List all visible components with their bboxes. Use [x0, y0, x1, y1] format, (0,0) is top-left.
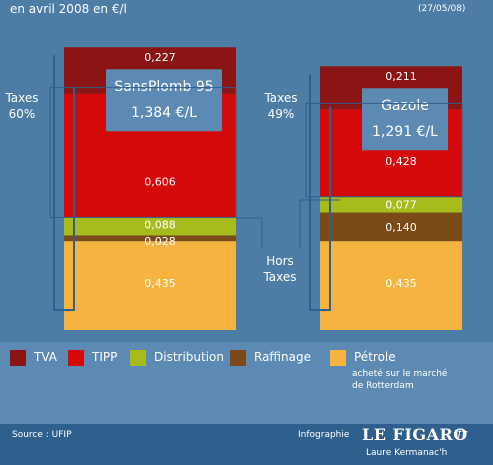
taxes-bracket-gazole — [305, 102, 463, 198]
pump-shoulder-sansplomb-95 — [236, 65, 248, 298]
legend-swatch-raffinage — [230, 350, 246, 366]
price-plate-gazole — [362, 88, 448, 151]
footer: Source : UFIP Infographie LE FIGARO ·fr … — [0, 424, 493, 465]
header-date: (27/05/08) — [418, 4, 466, 14]
legend-tipp: TIPP — [68, 350, 117, 366]
legend-swatch-petrole — [330, 350, 346, 366]
taxes-label-gazole: Taxes — [263, 91, 297, 105]
taxes-pct-gazole: 49% — [268, 107, 295, 121]
legend-petrole: Pétrole — [330, 350, 396, 366]
legend-label-distribution: Distribution — [154, 350, 225, 364]
legend: TVA TIPP Distribution Raffinage Pétrole … — [0, 342, 493, 424]
figaro-logo: LE FIGARO — [362, 425, 468, 444]
legend-label-tva: TVA — [34, 350, 57, 364]
legend-distribution: Distribution — [130, 350, 224, 366]
infographie-text: Infographie — [298, 430, 350, 440]
legend-label-tipp: TIPP — [92, 350, 118, 364]
data-label-gazole-tipp: 0,428 — [385, 155, 417, 168]
legend-note-line-2: de Rotterdam — [352, 381, 414, 391]
legend-note-line-1: acheté sur le marché — [352, 369, 448, 379]
data-label-sansplomb-95-distribution: 0,088 — [144, 218, 176, 231]
data-label-sansplomb-95-tva: 0,227 — [144, 51, 176, 64]
pump-hose-sansplomb-95 — [53, 55, 75, 311]
legend-petrole-note: acheté sur le marché de Rotterdam — [352, 368, 447, 392]
hors-taxes-connector-right — [299, 199, 340, 248]
taxes-pct-sp95: 60% — [9, 107, 36, 121]
figaro-logo-suffix-text: fr — [457, 427, 467, 440]
pump-shoulder-gazole — [462, 84, 474, 298]
total-price-sansplomb-95: 1,384 €/L — [131, 105, 197, 121]
bar-segment-sansplomb-95-raffinage — [84, 235, 236, 242]
hors-taxes-label-line-2: Taxes — [262, 270, 296, 284]
price-plate-sansplomb-95 — [106, 69, 222, 132]
bar-segment-sansplomb-95-petrole — [84, 241, 236, 330]
data-label-gazole-tva: 0,211 — [385, 70, 417, 83]
data-label-gazole-distribution: 0,077 — [385, 199, 417, 212]
bar-segment-gazole-petrole — [340, 241, 462, 330]
bar-flank-gazole-tva — [320, 66, 340, 110]
data-label-gazole-petrole: 0,435 — [385, 277, 417, 290]
data-label-sansplomb-95-raffinage: 0,028 — [144, 235, 176, 248]
legend-tva: TVA — [10, 350, 57, 366]
source-text: Source : UFIP — [12, 430, 72, 440]
figaro-logo-suffix: ·fr — [454, 427, 467, 440]
taxes-label-sp95: Taxes — [4, 91, 38, 105]
legend-swatch-tipp — [68, 350, 84, 366]
legend-label-petrole: Pétrole — [354, 350, 396, 364]
bar-flank-sansplomb-95-tva — [64, 47, 84, 94]
author-text: Laure Kermanac'h — [366, 448, 448, 458]
hors-taxes-label-line-1: Hors — [266, 254, 294, 268]
legend-swatch-distribution — [130, 350, 146, 366]
pump-hose-gazole — [309, 74, 331, 311]
bar-segment-gazole-raffinage — [340, 212, 462, 242]
data-label-sansplomb-95-petrole: 0,435 — [144, 277, 176, 290]
legend-label-raffinage: Raffinage — [254, 350, 311, 364]
bar-segment-gazole-distribution — [340, 196, 462, 213]
bar-segment-sansplomb-95-distribution — [84, 217, 236, 236]
data-label-gazole-raffinage: 0,140 — [385, 221, 417, 234]
header-period: en avril 2008 en €/l — [10, 2, 127, 16]
legend-swatch-tva — [10, 350, 26, 366]
hors-taxes-connector-left — [236, 217, 263, 248]
taxes-bracket-sansplomb-95 — [49, 87, 237, 218]
category-label-gazole: Gazole — [381, 98, 429, 114]
legend-raffinage: Raffinage — [230, 350, 311, 366]
data-label-sansplomb-95-tipp: 0,606 — [144, 175, 176, 188]
total-price-gazole: 1,291 €/L — [372, 124, 438, 140]
